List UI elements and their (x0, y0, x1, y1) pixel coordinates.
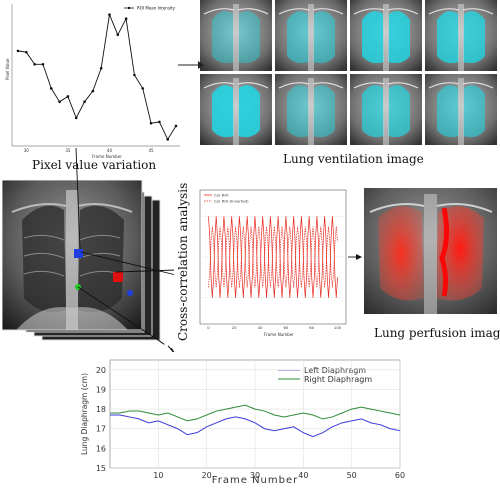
roi-blue-point-marker (127, 290, 133, 296)
cc-xtick-label: 60 (283, 325, 288, 330)
pv-legend: ROI Mean Intensity (124, 6, 176, 11)
pv-data-point (74, 116, 78, 120)
ventilation-frame-tile (275, 0, 347, 71)
pv-series-line (17, 13, 177, 141)
ld-ylabel: Lung Diaphragm (cm) (80, 373, 89, 455)
ventilation-frame-tile (200, 74, 272, 145)
lung-diaphragm-chart: Lung Diaphragm (cm) Frame Number Left Di… (74, 352, 406, 486)
pixel-value-caption: Pixel value variation (32, 158, 157, 172)
cc-xlabel: Frame Number (264, 332, 294, 337)
arrow-to-ventilation (178, 61, 204, 69)
pv-data-point (124, 17, 128, 21)
ld-legend-entry-1: Left Diaphragm (304, 366, 366, 375)
lung-ventilation-caption: Lung ventilation image (283, 152, 424, 166)
pv-data-point (66, 95, 70, 98)
ld-ytick-label: 20 (96, 366, 106, 375)
pixel-value-chart: Pixel Value Frame Number ROI Mean Intens… (4, 0, 182, 160)
lung-diaphragm-panel: Lung Diaphragm (cm) Frame Number Left Di… (74, 352, 406, 486)
cc-legend-entry-2: Cor ROI (Inverted) (214, 199, 249, 204)
pv-data-point (91, 89, 95, 93)
pv-data-point (166, 138, 169, 141)
pv-legend-entry: ROI Mean Intensity (137, 6, 176, 11)
ld-xlabel: Frame Number (212, 475, 299, 486)
ld-ytick-label: 16 (96, 444, 106, 453)
ld-xtick-label: 30 (250, 471, 260, 480)
ld-ytick-label: 19 (96, 385, 106, 394)
pv-xlabel: Frame Number (92, 154, 122, 159)
pv-data-point (83, 100, 86, 104)
ventilation-frame-tile (350, 0, 422, 71)
pv-data-point (116, 33, 120, 37)
pv-data-point (141, 87, 145, 90)
roi-blue-marker (74, 249, 83, 258)
ld-xtick-label: 50 (347, 471, 357, 480)
xray-stack (1, 179, 161, 341)
pv-xtick-label: 45 (149, 148, 155, 153)
pv-data-point (133, 73, 136, 77)
lung-perfusion-image (364, 188, 497, 314)
ld-legend-entry-2: Right Diaphragm (304, 375, 372, 384)
pv-data-point (149, 121, 153, 125)
ventilation-frame-tile (275, 74, 347, 145)
ld-series-left (110, 414, 401, 438)
cross-correlation-panel: Cor ROI Cor ROI (Inverted) 0 20 40 60 80 100 … (174, 186, 348, 340)
pv-xtick-label: 40 (107, 148, 113, 153)
pv-data-point (174, 124, 178, 128)
cross-correlation-caption: Cross-correlation analysis (176, 182, 190, 341)
pv-data-point (49, 87, 53, 90)
cc-series-cor-roi (208, 216, 338, 298)
cc-legend-entry-1: Cor ROI (214, 193, 229, 198)
ld-xtick-label: 40 (298, 471, 308, 480)
pv-xtick-label: 30 (24, 148, 30, 153)
pv-data-point (25, 50, 28, 54)
front-xray-frame (1, 179, 143, 331)
pv-ylabel: Pixel Value (5, 58, 10, 80)
pv-data-point (33, 62, 36, 66)
lung-perfusion-panel (364, 188, 497, 314)
xray-frame-stack (1, 179, 174, 352)
lung-perfusion-caption: Lung perfusion image (374, 326, 500, 340)
ventilation-frame-tile (425, 74, 497, 145)
pixel-value-chart-panel: Pixel Value Frame Number ROI Mean Intens… (4, 0, 182, 160)
ld-xtick-label: 20 (202, 471, 212, 480)
cc-xtick-label: 40 (258, 325, 263, 330)
roi-red-marker (113, 272, 123, 282)
pv-xtick-label: 35 (65, 148, 71, 153)
cc-xtick-label: 80 (309, 325, 314, 330)
cc-legend: Cor ROI Cor ROI (Inverted) (204, 193, 249, 204)
pv-data-point (158, 120, 161, 124)
cross-correlation-chart: Cor ROI Cor ROI (Inverted) 0 20 40 60 80 100 … (174, 186, 348, 340)
lung-ventilation-image (200, 0, 497, 145)
pv-data-point (108, 13, 111, 16)
ld-ytick-label: 18 (96, 405, 106, 414)
pv-data-point (99, 67, 103, 70)
ld-series-right (110, 404, 401, 422)
ld-xtick-label: 60 (395, 471, 405, 480)
cc-xtick-label: 20 (232, 325, 237, 330)
cc-xtick-label: 100 (334, 325, 342, 330)
pv-data-point (41, 62, 45, 66)
pv-data-point (16, 49, 20, 53)
pv-data-point (58, 100, 61, 104)
ventilation-frame-tile (200, 0, 272, 71)
cc-series-cor-roi-inverted (208, 226, 338, 288)
ventilation-frame-tile (350, 74, 422, 145)
ld-ytick-label: 15 (96, 464, 106, 473)
ventilation-frame-tile (425, 0, 497, 71)
lung-ventilation-grid (200, 0, 497, 148)
ld-xtick-label: 10 (153, 471, 163, 480)
cc-xtick-label: 0 (207, 325, 210, 330)
ld-ytick-label: 17 (96, 425, 106, 434)
